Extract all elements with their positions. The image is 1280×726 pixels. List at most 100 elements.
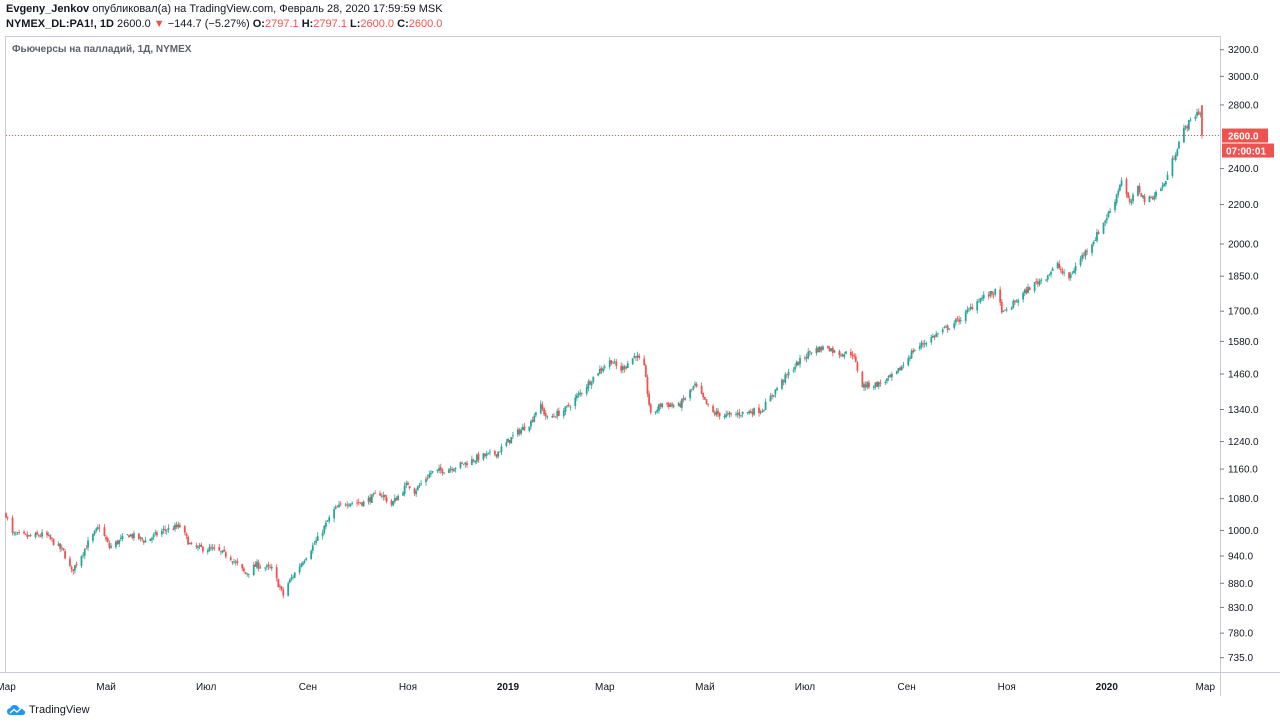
candle xyxy=(382,491,385,501)
candle xyxy=(5,512,7,519)
cloud-icon xyxy=(7,705,26,715)
candle xyxy=(602,365,605,373)
candle xyxy=(528,426,531,433)
candle xyxy=(656,406,659,414)
candle xyxy=(223,545,226,553)
candle xyxy=(738,408,741,419)
candle xyxy=(142,539,145,545)
candle xyxy=(992,291,995,299)
candle xyxy=(1069,271,1072,281)
candle xyxy=(156,530,158,538)
candle xyxy=(344,502,347,507)
x-tick-label: Мар xyxy=(1195,682,1215,693)
candle xyxy=(454,467,457,473)
candle xyxy=(37,533,40,538)
candle xyxy=(1151,195,1154,201)
candle xyxy=(74,564,76,574)
y-tick-label: 1700.0 xyxy=(1228,307,1259,318)
candle xyxy=(415,488,418,498)
y-tick-label: 940.0 xyxy=(1228,552,1253,563)
candle xyxy=(418,483,421,488)
candle xyxy=(577,391,580,398)
candle xyxy=(247,573,250,578)
candle xyxy=(277,578,280,588)
candle xyxy=(1071,271,1074,275)
candle xyxy=(979,297,982,304)
candle xyxy=(884,380,887,386)
candle xyxy=(16,531,19,535)
y-tick-label: 735.0 xyxy=(1228,653,1253,664)
candle xyxy=(1107,210,1110,219)
candle xyxy=(300,562,303,568)
candle xyxy=(971,303,974,311)
candle xyxy=(1163,182,1166,187)
candle xyxy=(868,380,870,390)
candle xyxy=(1086,248,1089,256)
candle xyxy=(982,291,985,302)
candle xyxy=(133,530,135,541)
y-tick-label: 1160.0 xyxy=(1228,465,1258,476)
candle xyxy=(1015,299,1018,303)
candle xyxy=(269,564,272,569)
candle xyxy=(231,560,234,565)
candle xyxy=(1063,268,1066,277)
candle xyxy=(1096,228,1098,243)
candle xyxy=(106,536,109,543)
candle xyxy=(589,379,591,386)
candle xyxy=(70,565,73,573)
candle xyxy=(533,413,536,423)
candle xyxy=(484,453,486,458)
candle xyxy=(530,419,532,430)
candle xyxy=(403,482,406,497)
candle xyxy=(187,535,189,545)
candle xyxy=(338,500,340,508)
candle xyxy=(539,400,542,415)
candle xyxy=(466,460,468,468)
candle xyxy=(57,541,60,547)
candle xyxy=(799,354,801,368)
last-price-text: 2600.0 xyxy=(117,18,151,30)
candle xyxy=(1025,286,1028,295)
plot-frame xyxy=(5,36,1221,673)
candle xyxy=(92,533,94,544)
candle xyxy=(128,534,130,538)
candle xyxy=(679,400,682,409)
candle xyxy=(265,563,268,571)
candle xyxy=(890,371,893,381)
candle xyxy=(930,334,933,345)
candle xyxy=(763,409,765,413)
candle xyxy=(105,535,107,542)
candle xyxy=(918,342,921,351)
x-tick-label: Сен xyxy=(299,682,317,693)
tradingview-logo[interactable]: TradingView xyxy=(6,704,90,716)
candle xyxy=(523,422,526,431)
candle xyxy=(1048,273,1051,276)
candle xyxy=(694,381,696,388)
low-label: L: xyxy=(350,18,361,30)
candle xyxy=(482,452,485,461)
candle xyxy=(508,439,511,445)
candle xyxy=(303,559,306,565)
author-name[interactable]: Evgeny_Jenkov xyxy=(6,3,90,15)
candle xyxy=(1081,252,1084,262)
candle xyxy=(211,544,214,551)
candle xyxy=(1137,185,1139,197)
candle xyxy=(1000,299,1003,315)
y-tick-label: 780.0 xyxy=(1228,629,1253,640)
candle xyxy=(233,558,235,564)
candle xyxy=(1115,193,1118,206)
candle xyxy=(395,496,398,501)
candle xyxy=(966,306,969,314)
candle xyxy=(920,340,923,350)
candle xyxy=(1022,291,1025,303)
candle xyxy=(172,525,175,531)
candle xyxy=(1005,306,1008,313)
candle xyxy=(208,543,211,552)
candle xyxy=(1061,267,1064,276)
candle xyxy=(213,544,216,551)
candle xyxy=(359,502,362,505)
candle xyxy=(702,392,705,400)
candle xyxy=(805,353,808,363)
candle xyxy=(785,373,788,379)
